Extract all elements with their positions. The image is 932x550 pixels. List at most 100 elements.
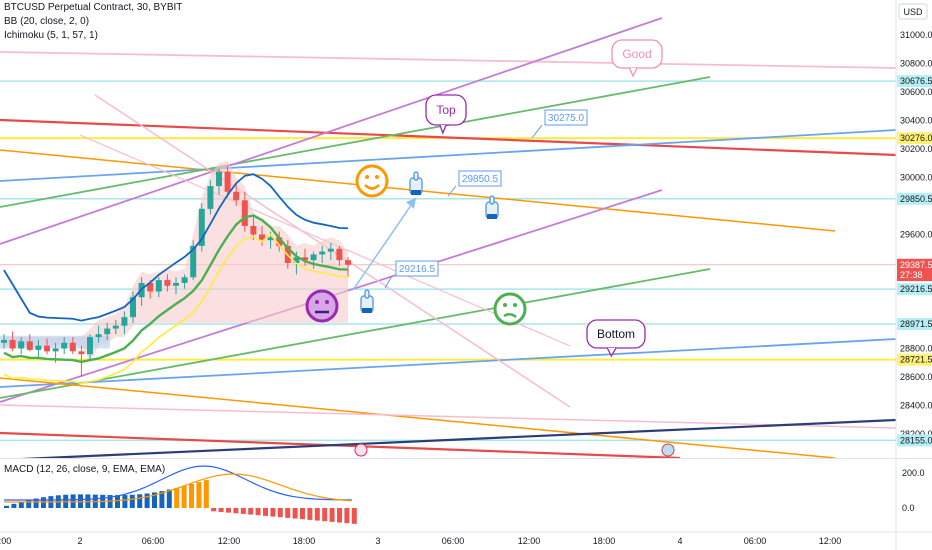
ichimoku-cloud [4, 160, 348, 363]
trend-line [0, 129, 896, 182]
candle-body [336, 248, 343, 261]
price-tick-label: 28800.0 [900, 344, 932, 354]
candle-body [18, 341, 25, 349]
candle-body [345, 260, 351, 265]
currency-label: USD [903, 7, 923, 17]
price-note-text: 30275.0 [548, 113, 585, 124]
face-circle [355, 164, 389, 198]
event-marker-icon [354, 443, 368, 457]
neutral-face-icon [305, 289, 339, 323]
callout-text: Good [622, 47, 651, 61]
time-tick-label: 18:00 [593, 536, 616, 546]
callout-bottom: Bottom [586, 319, 646, 358]
macd-hist-bar [122, 495, 128, 508]
candle-body [87, 337, 93, 355]
ichimoku-lagging-curve [3, 233, 349, 385]
price-note-30275: 30275.0 [544, 109, 588, 126]
candle-body [9, 339, 16, 349]
time-tick-label: 06:00 [744, 536, 767, 546]
macd-hist-bar [344, 508, 350, 524]
trend-line [0, 118, 896, 157]
macd-indicator-label: MACD (12, 26, close, 9, EMA, EMA) [4, 464, 166, 475]
candle-body [198, 208, 205, 246]
price-label-text: 29850.5 [900, 194, 932, 204]
price-label-box [897, 283, 932, 296]
face-mouth [364, 184, 380, 190]
pointing-hand-icon [485, 195, 499, 219]
pointing-hand-icon [360, 289, 374, 313]
macd-hist-bar [196, 481, 202, 508]
callout-text: Bottom [597, 327, 635, 341]
currency-button[interactable] [898, 3, 928, 20]
candle-body [241, 200, 248, 226]
macd-hist-bar [351, 508, 357, 524]
macd-hist-bar [226, 508, 231, 513]
macd-line [3, 465, 352, 501]
candle-body [95, 334, 102, 338]
candle-body [164, 280, 171, 286]
candle-body [259, 234, 265, 241]
candle-body [112, 325, 119, 329]
macd-hist-bar [300, 508, 305, 520]
confused-face-icon [493, 292, 527, 326]
candle-body [1, 339, 7, 343]
price-label-box [897, 132, 932, 145]
candle-body [69, 342, 76, 352]
macd-hist-bar [159, 491, 165, 508]
callout-text: Top [436, 103, 456, 117]
price-label-text: 28155.0 [900, 435, 932, 445]
price-tick-label: 30400.0 [900, 116, 932, 126]
candle-body [104, 328, 111, 335]
face-eye [325, 300, 329, 304]
price-note-text: 29850.5 [462, 174, 499, 185]
price-label-text: 29216.5 [900, 284, 932, 294]
time-tick-label: 06:00 [142, 536, 165, 546]
macd-hist-bar [337, 508, 342, 523]
trend-line [0, 76, 711, 208]
pane-separator[interactable] [0, 458, 932, 459]
candle-body [319, 251, 326, 255]
price-label-box [897, 192, 932, 205]
macd-hist-bar [166, 489, 172, 508]
callout-tail [439, 124, 447, 135]
macd-hist-bar [189, 483, 194, 508]
candle-body [173, 282, 179, 286]
hand-cuff [487, 214, 497, 219]
candle-body [181, 277, 188, 283]
candle-body [216, 171, 222, 187]
macd-hist-bar [174, 487, 180, 508]
macd-hist-bar [292, 508, 298, 519]
price-label-box [897, 75, 932, 88]
macd-hist-bar [240, 508, 246, 514]
time-tick-label: 4 [677, 536, 682, 546]
trend-line [0, 268, 711, 399]
macd-hist-bar [263, 508, 268, 516]
candle-body [267, 237, 274, 241]
price-label-text: 28721.5 [900, 355, 932, 365]
macd-hist-bar [18, 501, 24, 508]
macd-hist-bar [41, 497, 46, 508]
candle-body [327, 248, 334, 252]
hand-finger [489, 195, 495, 205]
candle-body [121, 317, 128, 326]
candle-body [293, 257, 300, 263]
price-label-box [897, 434, 932, 447]
face-circle [305, 289, 339, 323]
bb-upper-curve [3, 173, 349, 322]
time-tick-label: 18:00 [0, 536, 11, 546]
trend-line [0, 404, 896, 429]
macd-hist-bar [218, 508, 224, 512]
price-label-text: 30676.5 [900, 76, 932, 86]
hand-cuff [362, 308, 372, 313]
trend-line [0, 377, 836, 458]
hand-finger [413, 171, 419, 181]
price-label-text: 29387.5 [900, 260, 932, 270]
price-note-29216: 29216.5 [395, 260, 439, 277]
macd-hist-bar [152, 492, 157, 508]
time-tick-label: 06:00 [442, 536, 465, 546]
price-tick-label: 28600.0 [900, 372, 932, 382]
note-leader [447, 185, 457, 197]
macd-hist-bar [137, 494, 143, 508]
